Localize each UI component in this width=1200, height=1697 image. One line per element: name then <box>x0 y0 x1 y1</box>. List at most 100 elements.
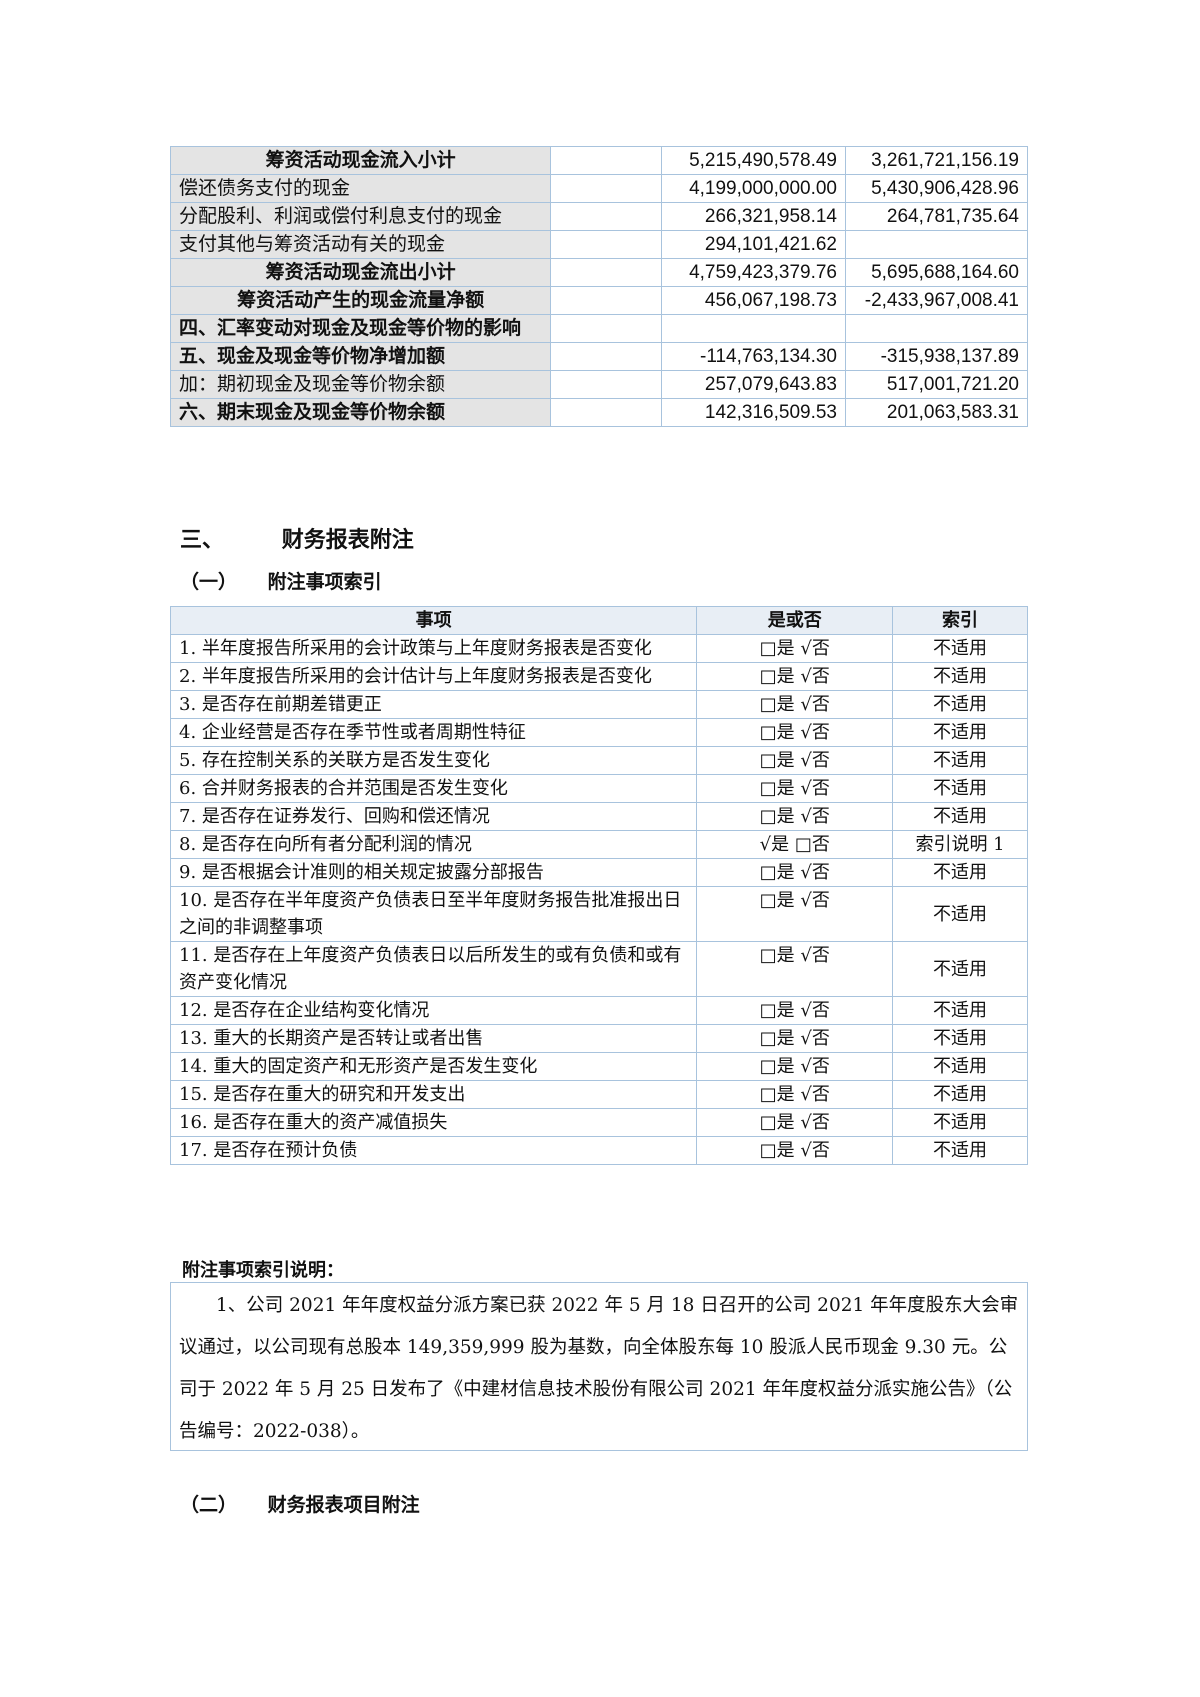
prior-period-value: 3,261,721,156.19 <box>845 146 1028 175</box>
note-cell <box>550 174 663 203</box>
current-period-value: 4,199,000,000.00 <box>661 174 846 203</box>
yes-no-checkbox: □是 √否 <box>696 718 894 747</box>
note-cell <box>550 258 663 287</box>
item-text: 4. 企业经营是否存在季节性或者周期性特征 <box>169 718 698 747</box>
note-cell <box>550 342 663 371</box>
index-reference: 不适用 <box>892 802 1028 831</box>
cashflow-table: 筹资活动现金流入小计 5,215,490,578.49 3,261,721,156.… <box>169 146 1028 427</box>
item-text: 1. 半年度报告所采用的会计政策与上年度财务报表是否变化 <box>169 634 698 663</box>
note-cell <box>550 230 663 259</box>
item-text: 9. 是否根据会计准则的相关规定披露分部报告 <box>169 858 698 887</box>
row-label: 支付其他与筹资活动有关的现金 <box>169 230 552 259</box>
yes-no-checkbox: □是 √否 <box>696 746 894 775</box>
table-row: 9. 是否根据会计准则的相关规定披露分部报告 □是 √否 不适用 <box>169 858 1028 887</box>
table-row: 筹资活动现金流入小计 5,215,490,578.49 3,261,721,156.… <box>169 146 1028 175</box>
yes-no-checkbox: □是 √否 <box>696 858 894 887</box>
prior-period-value: -2,433,967,008.41 <box>845 286 1028 315</box>
item-text: 16. 是否存在重大的资产减值损失 <box>169 1108 698 1137</box>
note-cell <box>550 286 663 315</box>
current-period-value: 257,079,643.83 <box>661 370 846 399</box>
subsection-title: 附注事项索引 <box>267 571 382 593</box>
yes-no-checkbox: □是 √否 <box>696 1080 894 1109</box>
subsection-number: （二） <box>180 1494 238 1516</box>
table-row: 4. 企业经营是否存在季节性或者周期性特征 □是 √否 不适用 <box>169 718 1028 747</box>
row-label: 筹资活动现金流出小计 <box>169 258 552 287</box>
row-label: 六、期末现金及现金等价物余额 <box>169 398 552 427</box>
item-text: 7. 是否存在证券发行、回购和偿还情况 <box>169 802 698 831</box>
item-text: 8. 是否存在向所有者分配利润的情况 <box>169 830 698 859</box>
item-text: 14. 重大的固定资产和无形资产是否发生变化 <box>169 1052 698 1081</box>
table-row: 15. 是否存在重大的研究和开发支出 □是 √否 不适用 <box>169 1080 1028 1109</box>
current-period-value: -114,763,134.30 <box>661 342 846 371</box>
index-reference: 不适用 <box>892 690 1028 719</box>
item-text: 5. 存在控制关系的关联方是否发生变化 <box>169 746 698 775</box>
item-text: 15. 是否存在重大的研究和开发支出 <box>169 1080 698 1109</box>
prior-period-value: 517,001,721.20 <box>845 370 1028 399</box>
item-text: 17. 是否存在预计负债 <box>169 1136 698 1165</box>
row-label: 筹资活动产生的现金流量净额 <box>169 286 552 315</box>
item-text: 6. 合并财务报表的合并范围是否发生变化 <box>169 774 698 803</box>
yes-no-checkbox: □是 √否 <box>696 802 894 831</box>
yes-no-checkbox: □是 √否 <box>696 886 894 942</box>
table-row: 支付其他与筹资活动有关的现金 294,101,421.62 <box>169 230 1028 259</box>
table-header-row: 事项 是或否 索引 <box>169 606 1028 635</box>
yes-no-checkbox: □是 √否 <box>696 662 894 691</box>
prior-period-value: 264,781,735.64 <box>845 202 1028 231</box>
yes-no-checkbox: □是 √否 <box>696 996 894 1025</box>
current-period-value: 294,101,421.62 <box>661 230 846 259</box>
index-reference: 不适用 <box>892 941 1028 997</box>
current-period-value: 142,316,509.53 <box>661 398 846 427</box>
header-item: 事项 <box>169 606 698 635</box>
table-row: 筹资活动产生的现金流量净额 456,067,198.73 -2,433,967,00… <box>169 286 1028 315</box>
yes-no-checkbox: □是 √否 <box>696 1052 894 1081</box>
index-reference: 索引说明 1 <box>892 830 1028 859</box>
index-reference: 不适用 <box>892 886 1028 942</box>
table-row: 筹资活动现金流出小计 4,759,423,379.76 5,695,688,164.… <box>169 258 1028 287</box>
row-label: 偿还债务支付的现金 <box>169 174 552 203</box>
item-text: 3. 是否存在前期差错更正 <box>169 690 698 719</box>
table-row: 五、现金及现金等价物净增加额 -114,763,134.30 -315,938,13… <box>169 342 1028 371</box>
current-period-value: 456,067,198.73 <box>661 286 846 315</box>
index-reference: 不适用 <box>892 1052 1028 1081</box>
subsection-2-heading: （二） 财务报表项目附注 <box>180 1490 420 1517</box>
header-yes-no: 是或否 <box>696 606 894 635</box>
table-row: 11. 是否存在上年度资产负债表日以后所发生的或有负债和或有资产变化情况 □是 √… <box>169 941 1028 997</box>
index-reference: 不适用 <box>892 718 1028 747</box>
note-cell <box>550 398 663 427</box>
notes-index-table: 事项 是或否 索引 1. 半年度报告所采用的会计政策与上年度财务报表是否变化 □是… <box>169 606 1028 1165</box>
table-row: 10. 是否存在半年度资产负债表日至半年度财务报告批准报出日之间的非调整事项 □是… <box>169 886 1028 942</box>
prior-period-value: 5,695,688,164.60 <box>845 258 1028 287</box>
section-number: 三、 <box>180 528 225 553</box>
note-cell <box>550 314 663 343</box>
current-period-value <box>661 314 846 343</box>
index-reference: 不适用 <box>892 858 1028 887</box>
index-reference: 不适用 <box>892 1024 1028 1053</box>
table-row: 12. 是否存在企业结构变化情况 □是 √否 不适用 <box>169 996 1028 1025</box>
notes-box: 1、公司 2021 年年度权益分派方案已获 2022 年 5 月 18 日召开的… <box>170 1282 1028 1451</box>
table-row: 8. 是否存在向所有者分配利润的情况 √是 □否 索引说明 1 <box>169 830 1028 859</box>
note-cell <box>550 146 663 175</box>
yes-no-checkbox: □是 √否 <box>696 1108 894 1137</box>
table-row: 分配股利、利润或偿付利息支付的现金 266,321,958.14 264,781,7… <box>169 202 1028 231</box>
index-reference: 不适用 <box>892 746 1028 775</box>
table-row: 3. 是否存在前期差错更正 □是 √否 不适用 <box>169 690 1028 719</box>
yes-no-checkbox: □是 √否 <box>696 941 894 997</box>
table-row: 14. 重大的固定资产和无形资产是否发生变化 □是 √否 不适用 <box>169 1052 1028 1081</box>
index-reference: 不适用 <box>892 634 1028 663</box>
prior-period-value: 5,430,906,428.96 <box>845 174 1028 203</box>
note-cell <box>550 370 663 399</box>
table-row: 7. 是否存在证券发行、回购和偿还情况 □是 √否 不适用 <box>169 802 1028 831</box>
current-period-value: 266,321,958.14 <box>661 202 846 231</box>
index-reference: 不适用 <box>892 774 1028 803</box>
item-text: 11. 是否存在上年度资产负债表日以后所发生的或有负债和或有资产变化情况 <box>169 941 698 997</box>
index-reference: 不适用 <box>892 1136 1028 1165</box>
table-row: 六、期末现金及现金等价物余额 142,316,509.53 201,063,583.… <box>169 398 1028 427</box>
index-reference: 不适用 <box>892 1108 1028 1137</box>
current-period-value: 5,215,490,578.49 <box>661 146 846 175</box>
yes-no-checkbox: □是 √否 <box>696 634 894 663</box>
table-row: 四、汇率变动对现金及现金等价物的影响 <box>169 314 1028 343</box>
current-period-value: 4,759,423,379.76 <box>661 258 846 287</box>
item-text: 13. 重大的长期资产是否转让或者出售 <box>169 1024 698 1053</box>
yes-no-checkbox: □是 √否 <box>696 690 894 719</box>
